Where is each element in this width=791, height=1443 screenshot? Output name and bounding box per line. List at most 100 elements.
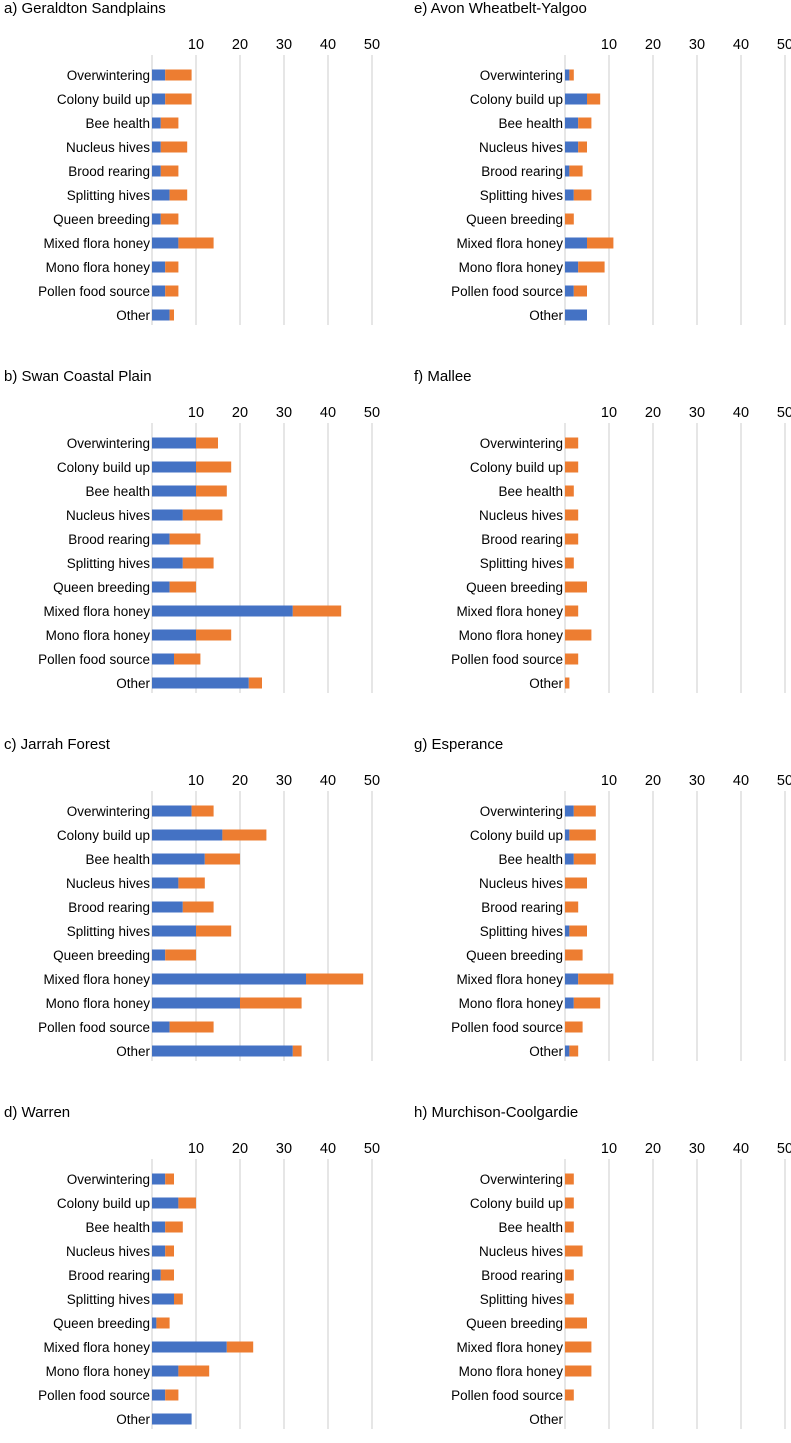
bar-series-1-other <box>152 677 249 689</box>
x-tick-label: 40 <box>320 405 336 421</box>
category-label-other: Other <box>116 1044 150 1059</box>
bar-series-1-mixed-flora-honey <box>152 1341 227 1353</box>
bar-series-2-pollen-food-source <box>565 1021 583 1033</box>
category-label-mixed-flora-honey: Mixed flora honey <box>43 972 150 987</box>
bar-series-2-mono-flora-honey <box>565 629 592 641</box>
x-tick-label: 40 <box>733 773 749 789</box>
category-label-overwintering: Overwintering <box>67 68 150 83</box>
x-tick-label: 10 <box>188 773 204 789</box>
bar-series-2-queen-breeding <box>565 1317 587 1329</box>
bar-series-2-queen-breeding <box>165 949 196 961</box>
bar-series-1-other <box>152 1045 293 1057</box>
category-label-overwintering: Overwintering <box>67 1172 150 1187</box>
x-tick-label: 30 <box>276 405 292 421</box>
category-label-other: Other <box>529 676 563 691</box>
bar-series-1-bee-health <box>152 1221 166 1233</box>
bar-series-2-colony-build-up <box>587 93 601 105</box>
bar-series-2-bee-health <box>160 117 179 129</box>
bar-series-2-mono-flora-honey <box>196 629 232 641</box>
bar-series-2-brood-rearing <box>565 533 579 545</box>
category-label-mono-flora-honey: Mono flora honey <box>46 996 151 1011</box>
bar-series-2-other <box>292 1045 302 1057</box>
bar-series-1-splitting-hives <box>152 557 183 569</box>
bar-series-2-bee-health <box>565 485 574 497</box>
category-label-queen-breeding: Queen breeding <box>466 948 563 963</box>
bar-series-1-mixed-flora-honey <box>565 973 579 985</box>
bar-series-1-mono-flora-honey <box>152 997 240 1009</box>
category-label-nucleus-hives: Nucleus hives <box>66 140 150 155</box>
category-label-pollen-food-source: Pollen food source <box>451 652 563 667</box>
bar-series-2-brood-rearing <box>160 165 179 177</box>
category-label-overwintering: Overwintering <box>480 436 563 451</box>
bar-series-1-queen-breeding <box>152 1317 157 1329</box>
bar-series-1-nucleus-hives <box>152 509 183 521</box>
category-label-brood-rearing: Brood rearing <box>481 164 563 179</box>
x-tick-label: 20 <box>645 773 661 789</box>
bar-series-2-splitting-hives <box>573 189 592 201</box>
bar-series-1-brood-rearing <box>152 165 161 177</box>
category-label-nucleus-hives: Nucleus hives <box>66 1244 150 1259</box>
x-tick-label: 40 <box>320 1141 336 1157</box>
bar-series-1-bee-health <box>152 117 161 129</box>
bar-series-2-mixed-flora-honey <box>306 973 364 985</box>
category-label-bee-health: Bee health <box>498 852 563 867</box>
category-label-mono-flora-honey: Mono flora honey <box>459 628 564 643</box>
bar-series-1-pollen-food-source <box>152 285 166 297</box>
category-label-colony-build-up: Colony build up <box>57 828 150 843</box>
x-tick-label: 10 <box>188 405 204 421</box>
x-tick-label: 20 <box>645 37 661 53</box>
chart-title: g) Esperance <box>414 736 503 753</box>
bar-series-1-mixed-flora-honey <box>152 237 179 249</box>
x-tick-label: 50 <box>364 1141 380 1157</box>
chart-panel-g-esperance: g) Esperance 10 20 30 40 50 Overwintering Colon… <box>414 736 791 1061</box>
bar-series-2-splitting-hives <box>569 925 587 937</box>
bar-series-2-colony-build-up <box>165 93 192 105</box>
bar-series-2-colony-build-up <box>222 829 267 841</box>
bar-series-2-overwintering <box>165 1173 174 1185</box>
category-label-brood-rearing: Brood rearing <box>68 164 150 179</box>
bar-series-2-overwintering <box>191 805 214 817</box>
bar-series-2-overwintering <box>569 69 574 81</box>
bar-series-2-pollen-food-source <box>169 1021 214 1033</box>
bar-series-1-mixed-flora-honey <box>565 237 587 249</box>
x-tick-label: 50 <box>777 37 791 53</box>
category-label-other: Other <box>116 1412 150 1427</box>
bar-series-2-mono-flora-honey <box>178 1365 210 1377</box>
category-label-overwintering: Overwintering <box>480 804 563 819</box>
bar-series-1-colony-build-up <box>152 461 196 473</box>
bar-series-2-mono-flora-honey <box>240 997 302 1009</box>
bar-series-1-other <box>152 309 170 321</box>
category-label-mixed-flora-honey: Mixed flora honey <box>456 1340 563 1355</box>
bar-series-2-mixed-flora-honey <box>292 605 342 617</box>
bar-series-2-colony-build-up <box>196 461 232 473</box>
bar-series-1-colony-build-up <box>152 93 166 105</box>
chart-panel-b-swan-coastal-plain: b) Swan Coastal Plain 10 20 30 40 50 Overwinte… <box>4 368 380 693</box>
category-label-pollen-food-source: Pollen food source <box>451 1020 563 1035</box>
chart-title: b) Swan Coastal Plain <box>4 368 152 385</box>
bar-series-2-splitting-hives <box>174 1293 183 1305</box>
bar-series-1-nucleus-hives <box>152 141 161 153</box>
category-label-pollen-food-source: Pollen food source <box>451 284 563 299</box>
x-tick-label: 30 <box>689 405 705 421</box>
category-label-mono-flora-honey: Mono flora honey <box>459 996 564 1011</box>
bar-series-2-queen-breeding <box>160 213 179 225</box>
bar-series-2-pollen-food-source <box>565 653 579 665</box>
bar-series-1-mono-flora-honey <box>152 629 196 641</box>
category-label-other: Other <box>529 1044 563 1059</box>
x-tick-label: 10 <box>601 773 617 789</box>
category-label-mixed-flora-honey: Mixed flora honey <box>456 236 563 251</box>
bar-series-2-nucleus-hives <box>578 141 587 153</box>
bar-series-2-colony-build-up <box>565 1197 574 1209</box>
category-label-colony-build-up: Colony build up <box>470 460 563 475</box>
bar-series-2-splitting-hives <box>169 189 188 201</box>
x-tick-label: 10 <box>601 1141 617 1157</box>
bar-series-1-brood-rearing <box>152 533 170 545</box>
category-label-other: Other <box>116 676 150 691</box>
x-tick-label: 20 <box>645 405 661 421</box>
bar-series-2-brood-rearing <box>160 1269 174 1281</box>
category-label-mono-flora-honey: Mono flora honey <box>46 628 151 643</box>
bar-series-2-mixed-flora-honey <box>178 237 214 249</box>
bar-series-1-bee-health <box>565 117 579 129</box>
x-tick-label: 30 <box>689 37 705 53</box>
